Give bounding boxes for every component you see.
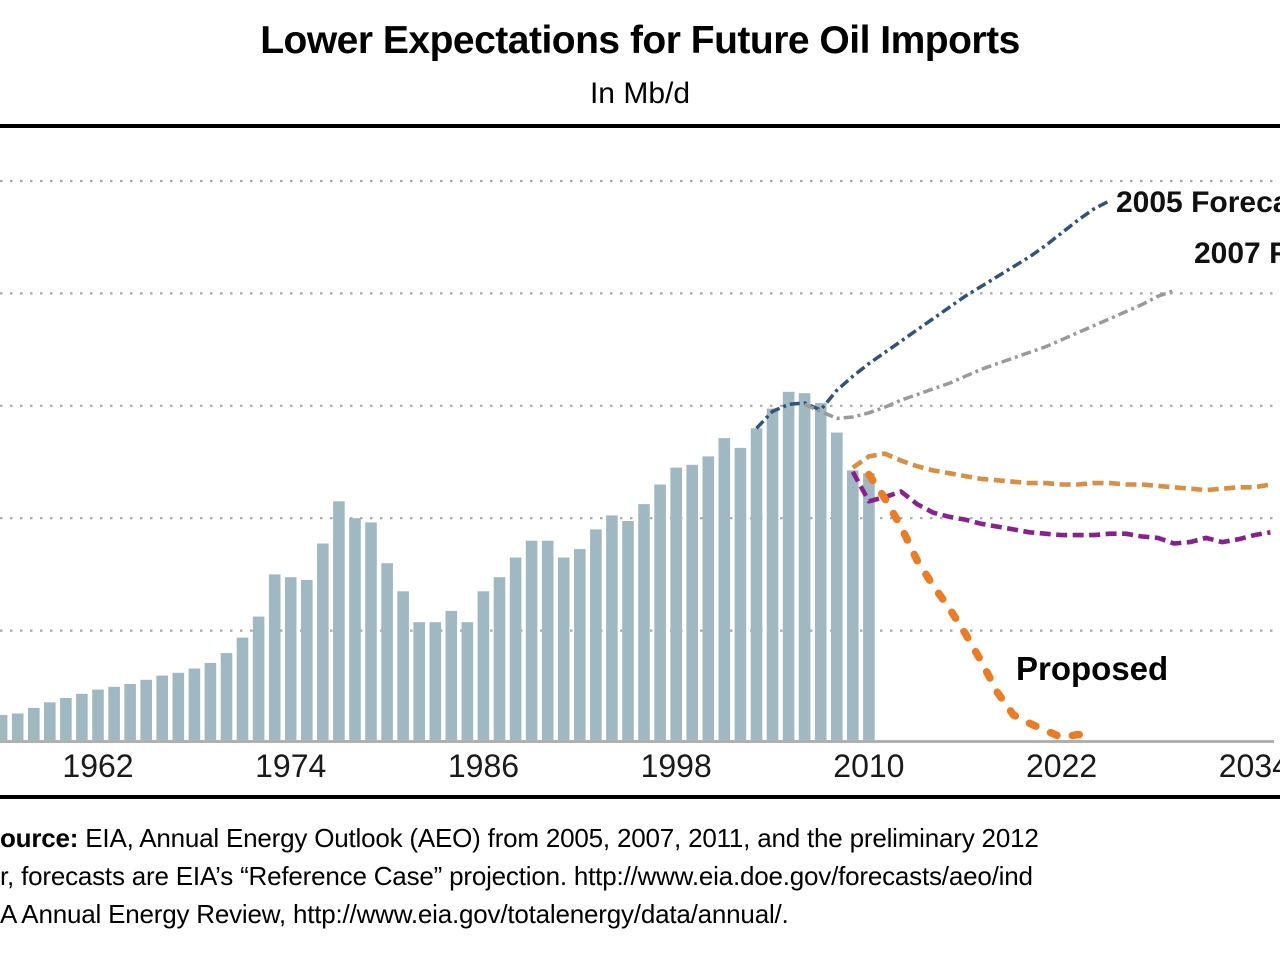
x-tick-label: 1998 xyxy=(640,748,712,784)
source-line-1: ource: EIA, Annual Energy Outlook (AEO) … xyxy=(0,819,1280,857)
chart-title: Lower Expectations for Future Oil Import… xyxy=(260,19,1020,62)
x-tick-label: 2034 xyxy=(1218,748,1280,784)
source-line-2: r, forecasts are EIA’s “Reference Case” … xyxy=(0,861,1033,891)
source-note: ource: EIA, Annual Energy Outlook (AEO) … xyxy=(0,819,1280,933)
source-label: ource: xyxy=(0,823,79,853)
label-2007-forecast: 2007 Forecast xyxy=(1194,237,1280,270)
x-tick-label: 1986 xyxy=(447,748,520,784)
source-line-1-text: EIA, Annual Energy Outlook (AEO) from 20… xyxy=(78,823,1039,853)
chart-unit-subtitle: In Mb/d xyxy=(589,77,691,110)
source-line-3: A Annual Energy Review, http://www.eia.g… xyxy=(0,899,789,929)
x-axis-ticks: 1962 1974 1986 1998 2010 2022 2034 xyxy=(0,748,1280,792)
x-tick-label: 1962 xyxy=(62,748,134,784)
x-tick-label: 1974 xyxy=(255,748,327,784)
top-divider-line xyxy=(0,124,1280,128)
label-2005-forecast: 2005 Forecast xyxy=(1116,186,1280,219)
bottom-divider-line xyxy=(0,795,1280,799)
x-tick-label: 2022 xyxy=(1026,748,1098,784)
label-proposed: Proposed xyxy=(1016,650,1169,687)
x-tick-label: 2010 xyxy=(833,748,905,784)
